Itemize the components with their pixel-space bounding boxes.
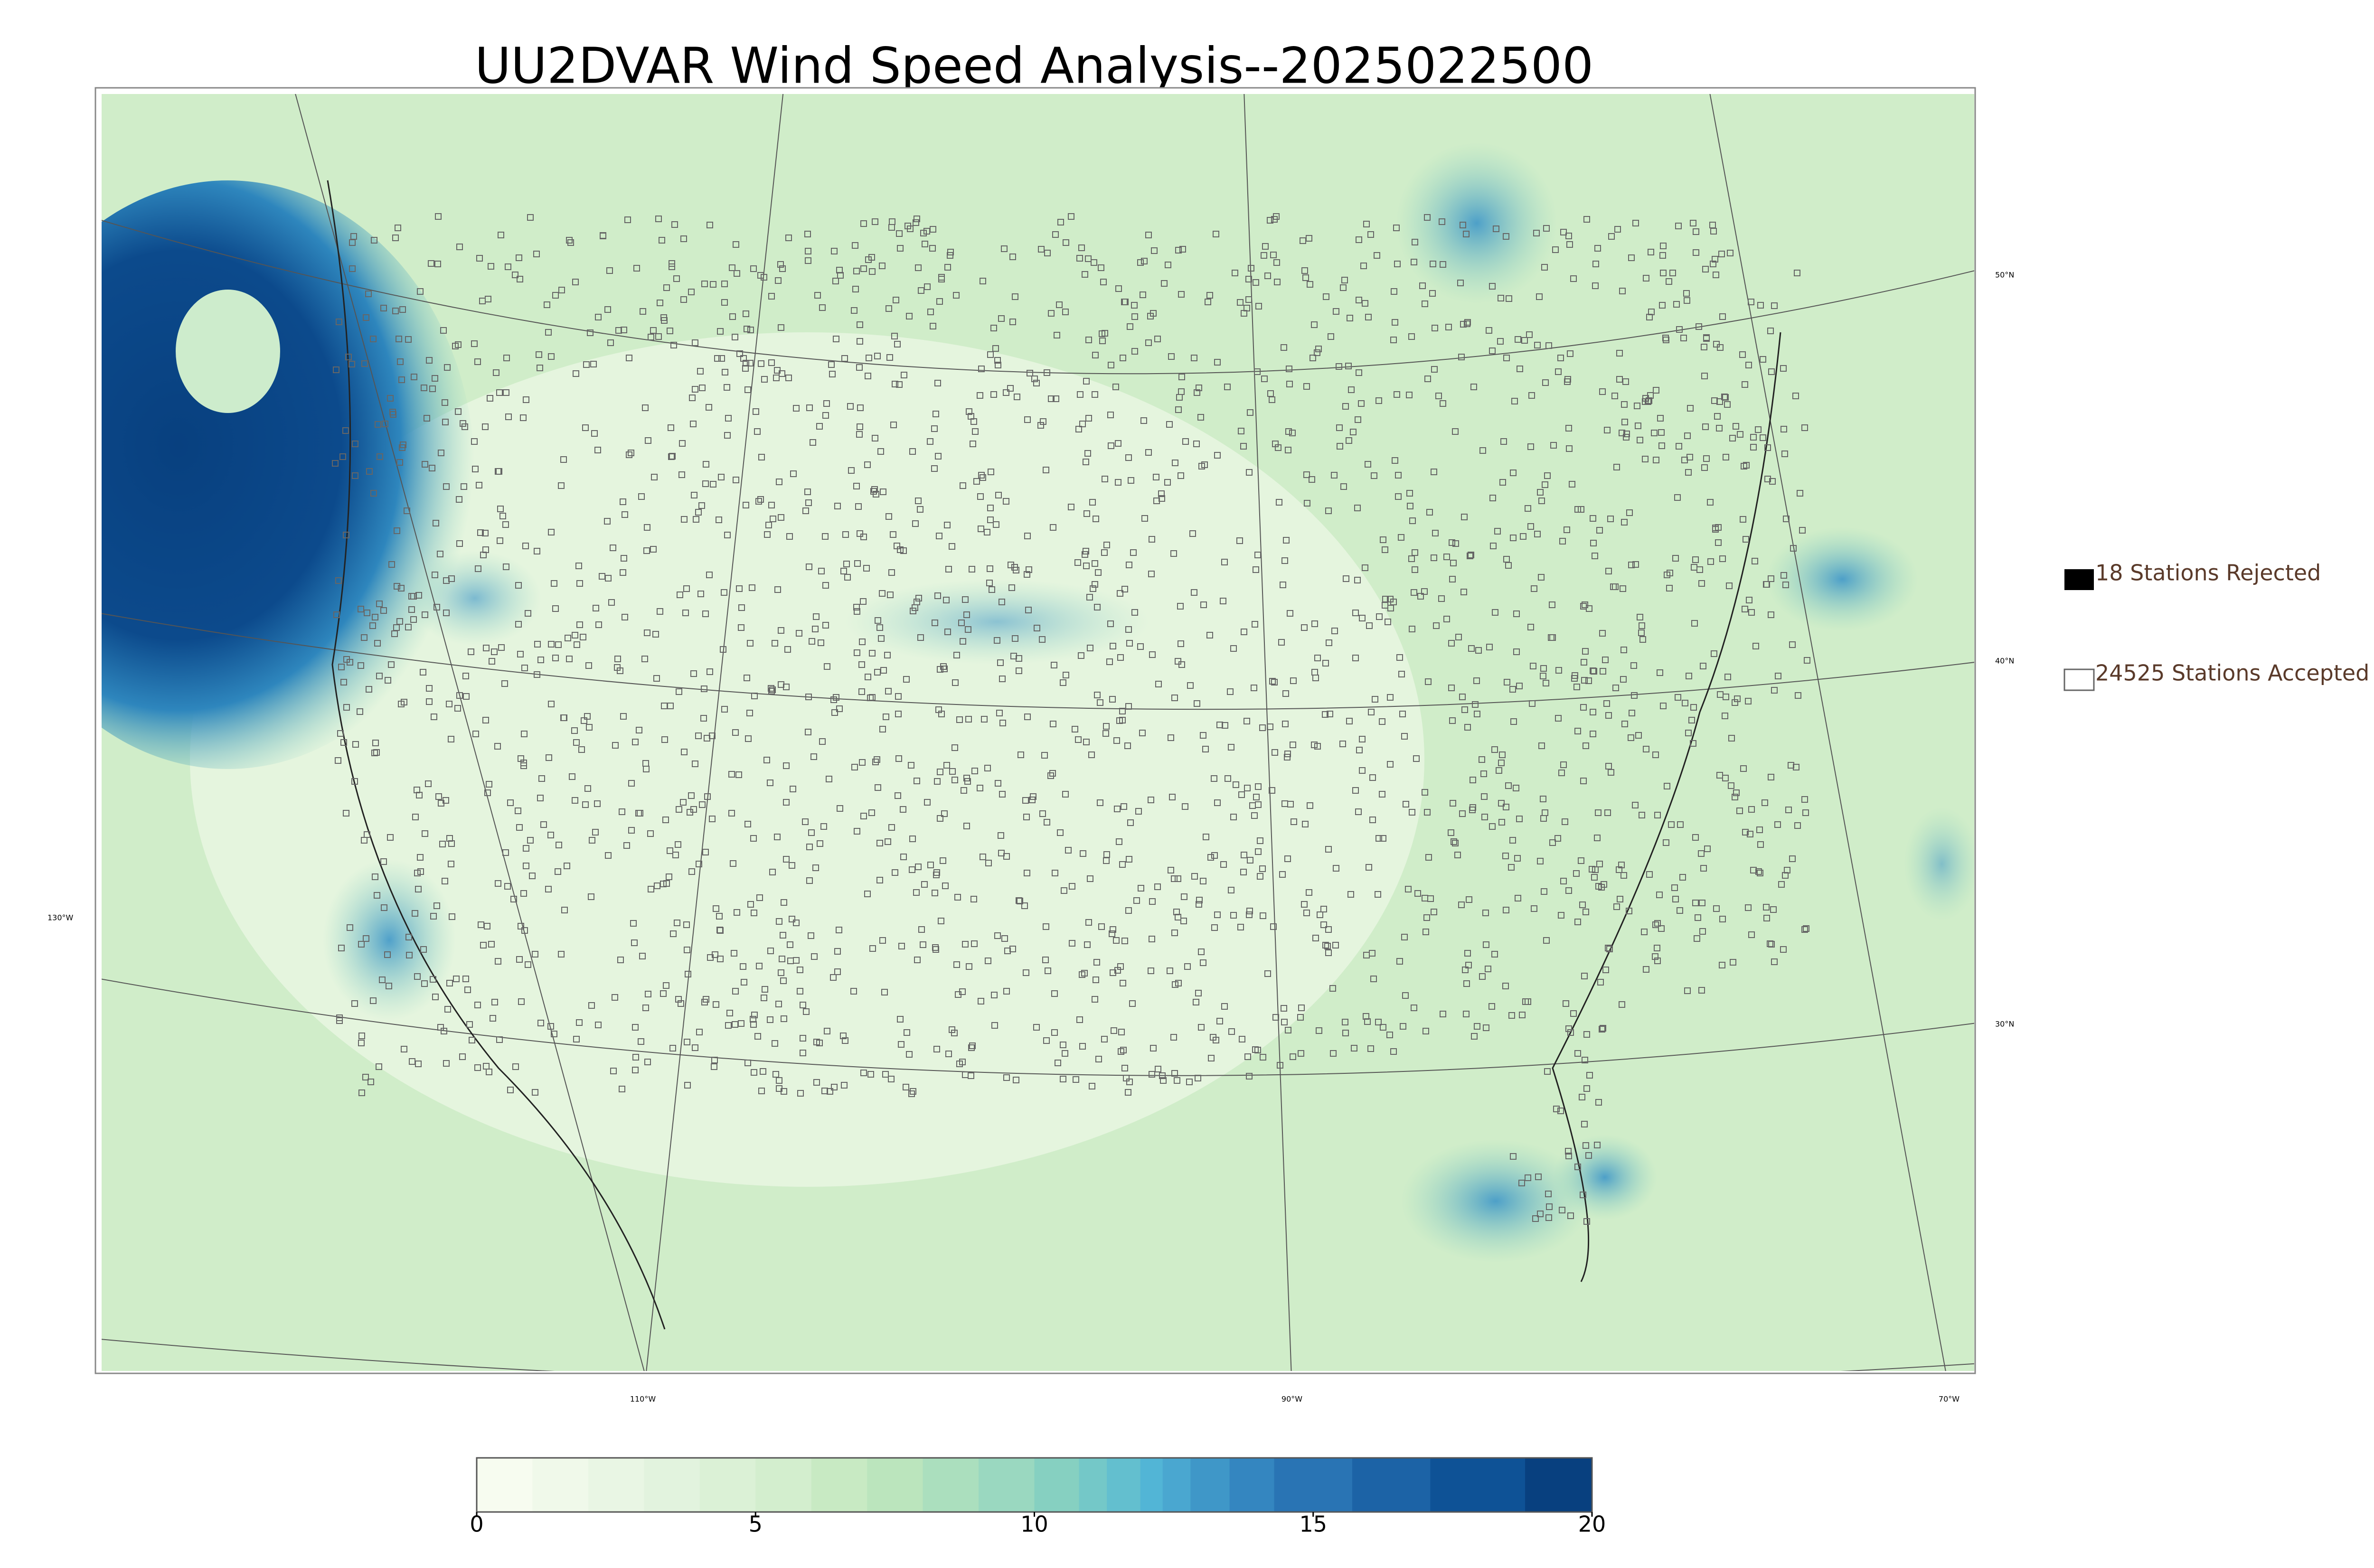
colorbar-segment	[979, 1458, 1035, 1512]
wind-blob	[1401, 1139, 1591, 1263]
coastline	[327, 180, 1781, 1330]
wind-blob	[323, 859, 456, 1021]
legend-rejected-swatch	[2064, 569, 2094, 590]
pacific-jet	[102, 180, 475, 769]
colorbar-segment	[1107, 1458, 1141, 1512]
colorbar-segment	[699, 1458, 756, 1512]
colorbar-tick-label: 10	[1020, 1512, 1048, 1537]
legend-accepted-swatch	[2063, 668, 2095, 691]
colorbar-segment	[1229, 1458, 1275, 1512]
lon-label: 110°W	[630, 1395, 656, 1404]
colorbar-segment	[588, 1458, 644, 1512]
colorbar-segment	[477, 1458, 533, 1512]
wind-blob	[408, 551, 541, 646]
legend-accepted: 24525 Stations Accepted	[2095, 660, 2369, 686]
colorbar-tick-label: 15	[1299, 1512, 1327, 1537]
lon-label: 70°W	[1939, 1395, 1959, 1404]
lat-label: 40°N	[1995, 657, 2014, 666]
colorbar-segment	[532, 1458, 589, 1512]
colorbar-segment	[755, 1458, 812, 1512]
colorbar-segment	[811, 1458, 867, 1512]
wind-blob	[1396, 142, 1557, 304]
colorbar-segment	[1140, 1458, 1163, 1512]
wind-blob	[1766, 527, 1918, 631]
title: UU2DVAR Wind Speed Analysis--2025022500	[475, 37, 1593, 94]
colorbar-segment	[1034, 1458, 1079, 1512]
colorbar-tick-label: 5	[749, 1512, 763, 1537]
colorbar-segment	[1274, 1458, 1353, 1512]
colorbar-segment	[1079, 1458, 1107, 1512]
lat-label: 30°N	[1995, 1020, 2014, 1029]
map	[102, 94, 1974, 1371]
wind-blob	[1553, 1135, 1657, 1220]
colorbar-tick-label: 20	[1578, 1512, 1606, 1537]
lat-label: 50°N	[1995, 271, 2014, 280]
colorbar-segment	[1430, 1458, 1526, 1512]
wind-blob	[1904, 807, 1974, 921]
colorbar-segment	[867, 1458, 923, 1512]
colorbar-segment	[1525, 1458, 1592, 1512]
colorbar-tick-label: 0	[470, 1512, 483, 1537]
lon-label: 130°W	[47, 913, 74, 922]
pacific-eye	[176, 290, 280, 413]
colorbar: 0 5 10 15 20	[470, 1457, 1606, 1537]
legend-rejected: 18 Stations Rejected	[2095, 560, 2321, 586]
colorbar-segment	[1162, 1458, 1191, 1512]
colorbar-segment	[1190, 1458, 1230, 1512]
lon-label: 90°W	[1281, 1395, 1302, 1404]
colorbar-segment	[923, 1458, 979, 1512]
colorbar-segment	[1352, 1458, 1431, 1512]
station-markers	[332, 213, 1810, 1225]
colorbar-segment	[644, 1458, 700, 1512]
